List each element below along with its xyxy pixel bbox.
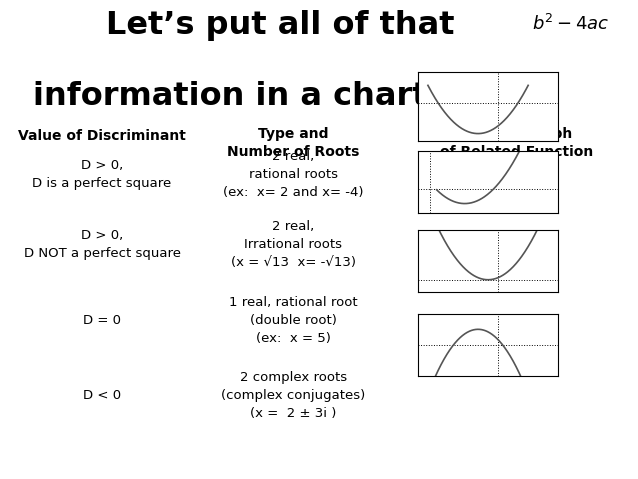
Text: information in a chart.: information in a chart. bbox=[33, 81, 440, 113]
Text: 2 real,
rational roots
(ex:  x= 2 and x= -4): 2 real, rational roots (ex: x= 2 and x= … bbox=[223, 150, 364, 199]
Text: $b^2-4ac$: $b^2-4ac$ bbox=[532, 14, 610, 34]
Text: D < 0: D < 0 bbox=[83, 388, 121, 402]
Text: D > 0,
D is a perfect square: D > 0, D is a perfect square bbox=[33, 160, 172, 190]
Text: Sample Graph
of Related Function: Sample Graph of Related Function bbox=[440, 127, 593, 160]
Text: D = 0: D = 0 bbox=[83, 314, 121, 328]
Text: 2 real,
Irrational roots
(x = √13  x= -√13): 2 real, Irrational roots (x = √13 x= -√1… bbox=[231, 220, 356, 269]
Text: 1 real, rational root
(double root)
(ex:  x = 5): 1 real, rational root (double root) (ex:… bbox=[229, 297, 358, 345]
Text: Type and
Number of Roots: Type and Number of Roots bbox=[227, 127, 360, 160]
Text: Let’s put all of that: Let’s put all of that bbox=[107, 10, 455, 41]
Text: Value of Discriminant: Value of Discriminant bbox=[18, 129, 186, 143]
Text: D > 0,
D NOT a perfect square: D > 0, D NOT a perfect square bbox=[24, 229, 181, 260]
Text: 2 complex roots
(complex conjugates)
(x =  2 ± 3i ): 2 complex roots (complex conjugates) (x … bbox=[221, 371, 366, 420]
